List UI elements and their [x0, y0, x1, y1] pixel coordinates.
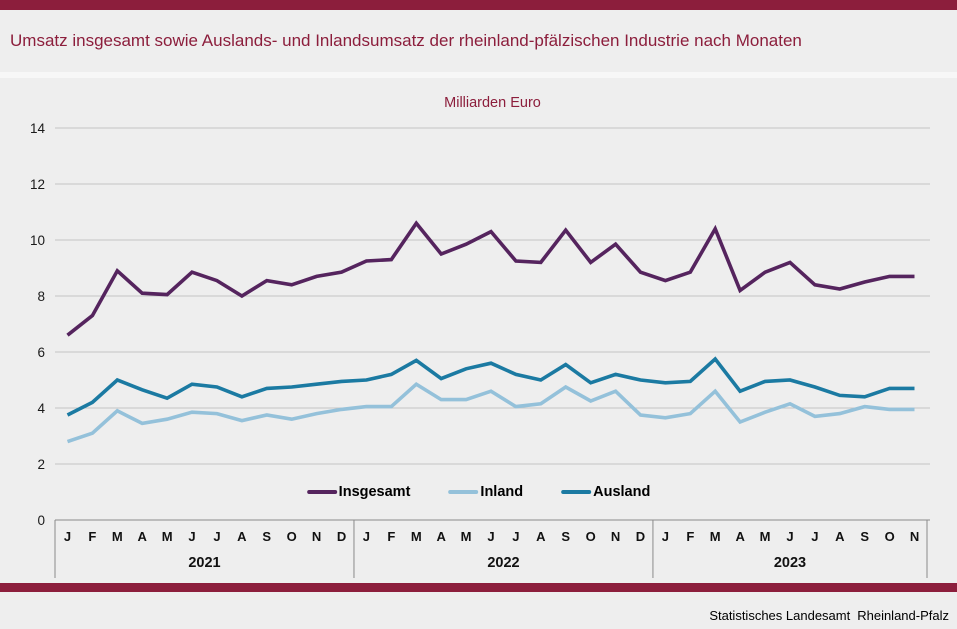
- x-month-label: O: [287, 529, 297, 544]
- legend-item-ausland: Ausland: [561, 484, 650, 500]
- chart-legend: Insgesamt Inland Ausland: [306, 484, 650, 500]
- x-month-label: J: [188, 529, 195, 544]
- x-month-label: J: [786, 529, 793, 544]
- x-month-label: M: [760, 529, 771, 544]
- x-month-label: J: [64, 529, 71, 544]
- x-month-label: F: [387, 529, 395, 544]
- x-month-label: A: [138, 529, 148, 544]
- x-month-label: O: [586, 529, 596, 544]
- y-tick-label-14: 14: [30, 121, 46, 136]
- x-month-label: J: [213, 529, 220, 544]
- x-month-label: J: [811, 529, 818, 544]
- x-month-label: J: [662, 529, 669, 544]
- y-tick-label-2: 2: [37, 457, 45, 472]
- top-accent-bar: [0, 0, 957, 10]
- x-month-label: S: [860, 529, 869, 544]
- series-line-insgesamt: [66, 220, 915, 337]
- x-month-label: S: [561, 529, 570, 544]
- series-line-inland: [66, 381, 915, 444]
- insgesamt-line-swatch: [306, 490, 337, 494]
- source-attribution: Statistisches Landesamt Rheinland-Pfalz: [709, 608, 949, 623]
- x-month-label: A: [237, 529, 247, 544]
- x-month-label: N: [611, 529, 620, 544]
- y-tick-label-10: 10: [30, 233, 45, 248]
- bottom-accent-bar: [0, 583, 957, 592]
- source-region: Rheinland-Pfalz: [857, 608, 949, 623]
- inland-line-swatch: [448, 490, 479, 494]
- x-month-label: N: [312, 529, 321, 544]
- x-month-label: O: [885, 529, 895, 544]
- x-month-label: F: [686, 529, 694, 544]
- x-month-label: M: [461, 529, 472, 544]
- y-tick-label-6: 6: [37, 345, 45, 360]
- legend-label-inland: Inland: [480, 484, 524, 500]
- chart-unit-label: Milliarden Euro: [444, 95, 541, 111]
- x-month-label: J: [512, 529, 519, 544]
- x-year-label-2022: 2022: [487, 555, 519, 571]
- ausland-line-swatch: [561, 490, 592, 494]
- x-month-label: D: [337, 529, 346, 544]
- x-month-label: M: [710, 529, 721, 544]
- x-month-label: A: [835, 529, 845, 544]
- series-line-ausland: [66, 356, 915, 417]
- y-tick-label-12: 12: [30, 177, 45, 192]
- y-tick-label-4: 4: [37, 401, 45, 416]
- legend-label-ausland: Ausland: [593, 484, 651, 500]
- x-month-label: A: [536, 529, 546, 544]
- legend-label-insgesamt: Insgesamt: [338, 484, 411, 500]
- x-month-label: M: [162, 529, 173, 544]
- source-name: Statistisches Landesamt: [709, 608, 851, 623]
- x-month-label: M: [411, 529, 422, 544]
- x-month-label: F: [88, 529, 96, 544]
- x-year-label-2021: 2021: [188, 555, 220, 571]
- x-month-label: M: [112, 529, 123, 544]
- legend-item-inland: Inland: [448, 484, 523, 500]
- x-month-label: N: [910, 529, 919, 544]
- umsatz-line-chart: 0 2 4 6 8 10 12 14 J F M A M J J A S O N D J F M A M J J A S O N D J F M A M…: [0, 85, 957, 582]
- x-month-label: S: [262, 529, 271, 544]
- legend-item-insgesamt: Insgesamt: [306, 484, 411, 500]
- page-title: Umsatz insgesamt sowie Auslands- und Inl…: [10, 31, 802, 50]
- x-month-label: A: [735, 529, 745, 544]
- x-month-label: D: [636, 529, 645, 544]
- title-separator: [0, 72, 957, 78]
- y-tick-label-0: 0: [37, 513, 45, 528]
- x-month-label: J: [487, 529, 494, 544]
- y-tick-label-8: 8: [37, 289, 45, 304]
- x-month-label: J: [363, 529, 370, 544]
- x-month-label: A: [436, 529, 446, 544]
- x-year-label-2023: 2023: [774, 555, 806, 571]
